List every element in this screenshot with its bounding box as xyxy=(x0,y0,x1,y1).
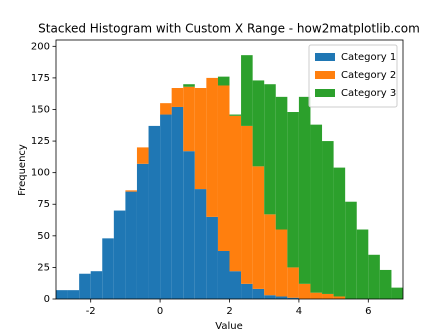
x-axis-label: Value xyxy=(215,321,242,332)
x-tick-label: 2 xyxy=(226,306,232,317)
x-tick-label: 0 xyxy=(157,306,163,317)
y-tick-label: 175 xyxy=(31,73,50,84)
bar xyxy=(345,201,357,299)
bar xyxy=(322,293,334,299)
y-tick-label: 75 xyxy=(37,199,50,210)
bar xyxy=(125,190,137,192)
bar xyxy=(229,114,242,116)
bar xyxy=(241,55,253,126)
x-tick-label: -2 xyxy=(86,306,96,317)
bar xyxy=(333,296,346,299)
bar xyxy=(241,283,253,299)
bar xyxy=(125,191,137,299)
bar xyxy=(160,103,172,115)
bar xyxy=(171,106,184,300)
bar xyxy=(275,296,288,299)
y-tick-label: 125 xyxy=(31,136,50,147)
y-tick-label: 0 xyxy=(44,294,50,305)
bar xyxy=(310,124,323,293)
bar xyxy=(379,269,392,299)
bar xyxy=(356,229,369,299)
bar xyxy=(90,271,103,299)
bar xyxy=(298,96,311,284)
bar xyxy=(264,295,276,299)
legend-swatch xyxy=(315,89,335,97)
y-tick-label: 100 xyxy=(31,168,50,179)
y-tick-label: 50 xyxy=(37,231,50,242)
legend-label: Category 2 xyxy=(341,70,396,81)
bar xyxy=(183,86,195,152)
bar xyxy=(275,229,288,297)
bar xyxy=(136,147,149,164)
bar xyxy=(206,77,218,217)
bar xyxy=(298,283,311,299)
legend-label: Category 1 xyxy=(341,52,396,63)
bar xyxy=(206,216,218,299)
bar xyxy=(310,292,323,299)
bar xyxy=(160,114,172,299)
bar xyxy=(183,84,195,87)
x-tick-label: 4 xyxy=(296,306,302,317)
bar xyxy=(79,273,91,299)
bar xyxy=(102,238,114,299)
legend-swatch xyxy=(315,71,335,79)
bar xyxy=(56,290,68,299)
bar xyxy=(275,96,288,230)
bar xyxy=(194,189,207,299)
bar xyxy=(217,250,230,299)
bar xyxy=(287,267,299,298)
bar xyxy=(67,290,80,299)
y-tick-label: 150 xyxy=(31,104,50,115)
bar xyxy=(229,115,242,272)
bar xyxy=(252,80,265,167)
bar xyxy=(264,214,276,296)
bar xyxy=(252,166,265,289)
bar xyxy=(391,287,403,299)
bar xyxy=(171,88,184,107)
bar xyxy=(194,88,207,190)
y-tick-label: 200 xyxy=(31,41,50,52)
x-tick-label: 6 xyxy=(365,306,371,317)
bar xyxy=(264,84,276,215)
chart-title: Stacked Histogram with Custom X Range - … xyxy=(38,22,420,36)
bar xyxy=(217,85,230,251)
y-axis-label: Frequency xyxy=(17,144,28,196)
bar xyxy=(287,297,299,299)
bar xyxy=(287,112,299,268)
bar xyxy=(217,76,230,86)
bar xyxy=(183,151,195,299)
bar xyxy=(322,141,334,294)
bar xyxy=(241,125,253,284)
y-tick-label: 25 xyxy=(37,262,50,273)
bar xyxy=(252,288,265,299)
bar xyxy=(368,254,380,299)
legend-swatch xyxy=(315,53,335,61)
bar xyxy=(136,163,149,299)
bar xyxy=(333,167,346,297)
bar xyxy=(148,125,161,299)
legend-label: Category 3 xyxy=(341,88,396,99)
bar xyxy=(229,271,242,299)
bar xyxy=(113,210,126,299)
